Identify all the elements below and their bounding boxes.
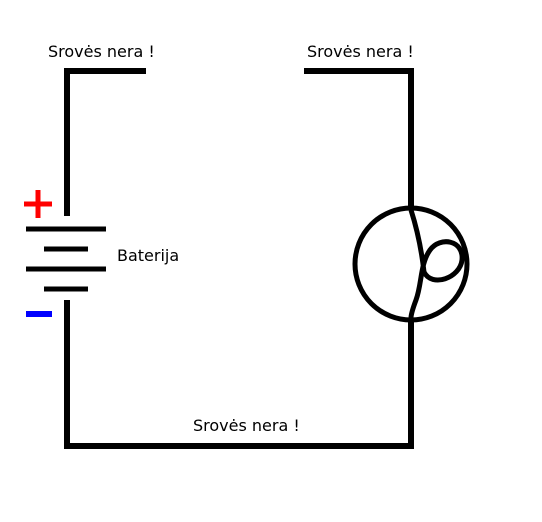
- plus-icon: [24, 190, 52, 218]
- battery-symbol: [26, 226, 106, 292]
- wire-top-left: [64, 68, 146, 216]
- battery-label: Baterija: [117, 246, 180, 265]
- status-label-top-right: Srovės nera !: [307, 42, 414, 61]
- wire-bottom: [64, 300, 414, 449]
- wire-top-right: [304, 68, 414, 210]
- lamp-icon: [352, 205, 470, 323]
- lamp-filament: [408, 209, 465, 319]
- status-label-top-left: Srovės nera !: [48, 42, 155, 61]
- status-label-bottom: Srovės nera !: [193, 416, 300, 435]
- lamp-bulb-circle: [352, 205, 470, 323]
